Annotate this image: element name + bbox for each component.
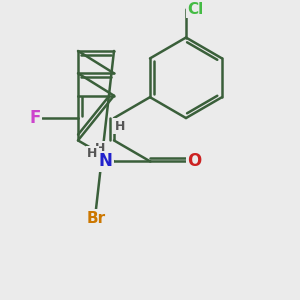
Text: H: H <box>87 147 98 160</box>
Text: F: F <box>29 109 40 127</box>
Text: O: O <box>188 152 202 170</box>
Text: Br: Br <box>86 211 106 226</box>
Text: H: H <box>95 142 106 155</box>
Text: H: H <box>115 119 125 133</box>
Text: Cl: Cl <box>188 2 204 17</box>
Text: N: N <box>99 152 112 170</box>
